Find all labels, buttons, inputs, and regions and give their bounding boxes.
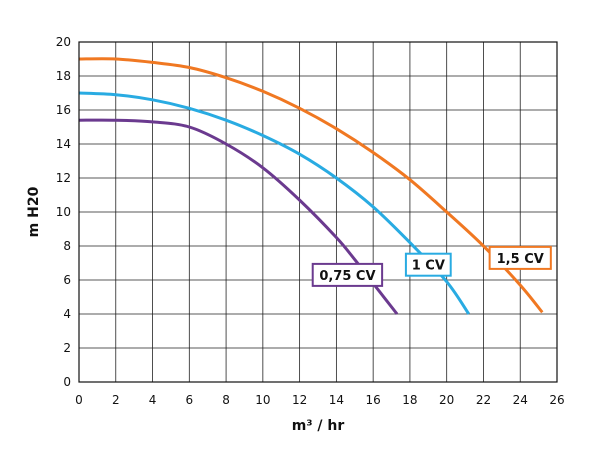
x-tick-label: 0 bbox=[75, 393, 83, 407]
series-label-text: 1 CV bbox=[412, 259, 445, 274]
y-tick-label: 18 bbox=[56, 69, 71, 83]
x-tick-label: 10 bbox=[255, 393, 270, 407]
y-tick-label: 2 bbox=[63, 341, 71, 355]
series-label-box bbox=[488, 245, 552, 270]
y-tick-label: 16 bbox=[56, 103, 71, 117]
x-tick-label: 6 bbox=[185, 393, 193, 407]
y-tick-label: 6 bbox=[63, 273, 71, 287]
x-tick-label: 22 bbox=[476, 393, 491, 407]
x-tick-label: 4 bbox=[149, 393, 157, 407]
series-label-0: 0,75 CV bbox=[311, 262, 384, 287]
series-labels: 0,75 CV 1 CV 1,5 CV bbox=[311, 245, 552, 287]
plot-frame bbox=[78, 41, 558, 383]
x-tick-label: 8 bbox=[222, 393, 230, 407]
series-label-2: 1,5 CV bbox=[488, 245, 552, 270]
y-tick-label: 4 bbox=[63, 307, 71, 321]
series-label-box bbox=[404, 252, 452, 277]
series-label-1: 1 CV bbox=[404, 252, 452, 277]
series-line-1 bbox=[78, 91, 470, 315]
y-tick-label: 10 bbox=[56, 205, 71, 219]
x-tick-label: 16 bbox=[366, 393, 381, 407]
y-tick-label: 20 bbox=[56, 35, 71, 49]
y-tick-label: 8 bbox=[63, 239, 71, 253]
x-tick-label: 14 bbox=[329, 393, 344, 407]
series-label-text: 1,5 CV bbox=[497, 252, 544, 267]
series-line-2 bbox=[78, 57, 544, 314]
x-tick-label: 26 bbox=[549, 393, 564, 407]
series-label-text: 0,75 CV bbox=[319, 269, 375, 284]
x-tick-label: 20 bbox=[439, 393, 454, 407]
x-tick-label: 2 bbox=[112, 393, 120, 407]
y-tick-label: 14 bbox=[56, 137, 71, 151]
y-axis-label: m H20 bbox=[26, 186, 42, 237]
series-label-box bbox=[311, 262, 384, 287]
x-tick-label: 24 bbox=[513, 393, 528, 407]
axes bbox=[78, 41, 558, 383]
y-tick-label: 12 bbox=[56, 171, 71, 185]
x-axis-label: m³ / hr bbox=[292, 418, 345, 434]
y-tick-label: 0 bbox=[63, 375, 71, 389]
x-tick-label: 12 bbox=[292, 393, 307, 407]
x-tick-label: 18 bbox=[402, 393, 417, 407]
